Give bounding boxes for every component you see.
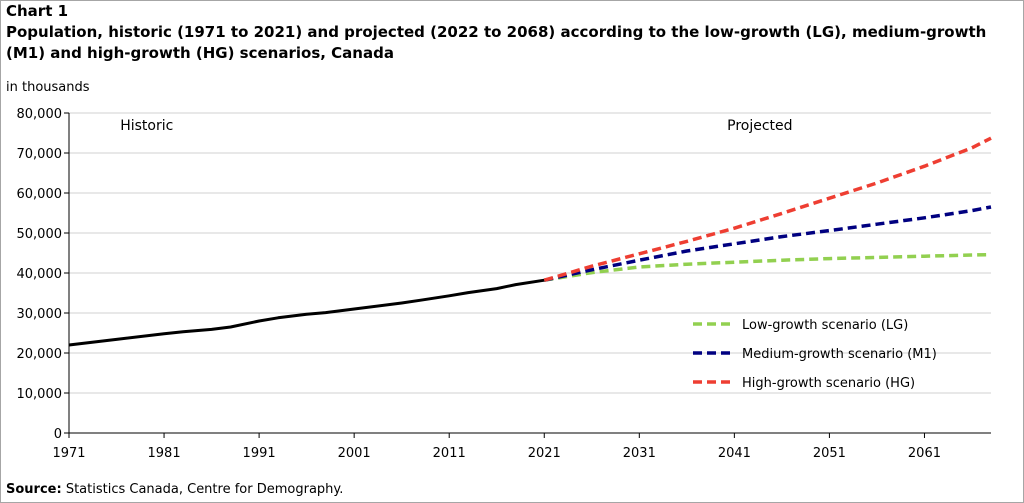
x-tick-label: 2061 (908, 446, 941, 461)
x-tick-label: 2031 (623, 446, 656, 461)
series-line-low-growth (544, 252, 992, 282)
x-tick-label: 1991 (243, 446, 276, 461)
x-tick-label: 1981 (148, 446, 181, 461)
legend-label: High-growth scenario (HG) (742, 376, 915, 391)
legend-item: Low-growth scenario (LG) (693, 318, 908, 333)
y-tick-label: 20,000 (17, 347, 63, 362)
series-line-historic (68, 278, 545, 347)
y-axis-unit-label: in thousands (6, 80, 90, 95)
legend-label: Low-growth scenario (LG) (742, 318, 908, 333)
x-tick-label: 2051 (813, 446, 846, 461)
y-tick-label: 80,000 (17, 107, 63, 122)
x-tick-label: 2011 (433, 446, 466, 461)
y-tick-label: 40,000 (17, 267, 63, 282)
x-tick-label: 1971 (52, 446, 85, 461)
legend: Low-growth scenario (LG) Medium-growth sc… (693, 318, 937, 391)
y-tick-label: 30,000 (17, 307, 63, 322)
y-tick-label: 50,000 (17, 227, 63, 242)
y-tick-label: 60,000 (17, 187, 63, 202)
x-tick-label: 2041 (718, 446, 751, 461)
chart-number-label: Chart 1 (6, 2, 69, 20)
period-annotation: Historic (120, 118, 173, 134)
x-tick-label: 2001 (338, 446, 371, 461)
period-annotation: Projected (727, 118, 792, 134)
series-line-medium-growth (543, 205, 992, 282)
source-label: Source: (6, 482, 62, 497)
y-tick-label: 0 (54, 427, 62, 442)
x-tick-label: 2021 (528, 446, 561, 461)
legend-item: Medium-growth scenario (M1) (693, 347, 937, 362)
y-tick-label: 70,000 (17, 147, 63, 162)
legend-item: High-growth scenario (HG) (693, 376, 915, 391)
y-tick-label: 10,000 (17, 387, 63, 402)
series-line-high-growth (543, 136, 992, 282)
source-note: Source: Statistics Canada, Centre for De… (6, 482, 343, 497)
legend-label: Medium-growth scenario (M1) (742, 347, 937, 362)
chart-title: Population, historic (1971 to 2021) and … (6, 23, 987, 62)
source-text: Statistics Canada, Centre for Demography… (61, 482, 344, 497)
